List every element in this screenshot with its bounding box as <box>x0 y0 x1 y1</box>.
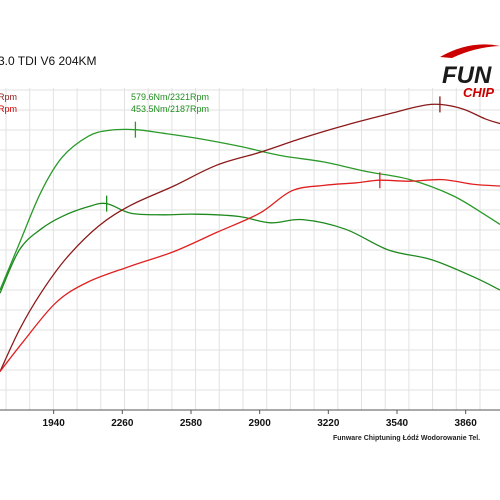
x-tick-label: 3540 <box>386 418 409 429</box>
x-tick-label: 1940 <box>43 418 66 429</box>
line-power-tuned <box>0 103 500 372</box>
x-tick-labels: 1940 2260 2580 2900 3220 3540 3860 <box>43 410 478 429</box>
x-tick-label: 2900 <box>249 418 272 429</box>
logo-main-text: FUN <box>442 62 492 89</box>
footer-credit: Funware Chiptuning Łódź Wodorowanie Tel. <box>333 435 480 442</box>
x-tick-label: 3860 <box>455 418 478 429</box>
line-torque-stock <box>0 202 500 294</box>
logo-swoosh <box>440 44 500 58</box>
grid <box>0 88 500 411</box>
legend-label-stock-power: Rpm <box>0 104 17 114</box>
x-tick-label: 3220 <box>317 418 340 429</box>
line-torque-tuned <box>0 128 500 291</box>
line-power-stock <box>0 178 500 372</box>
logo-sub-text: CHIP <box>463 85 494 100</box>
annotation-tuned-torque: 579.6Nm/2321Rpm <box>131 92 209 102</box>
x-tick-label: 2260 <box>111 418 134 429</box>
annotation-stock-torque: 453.5Nm/2187Rpm <box>131 104 209 114</box>
brand-logo: FUN CHIP <box>440 44 500 100</box>
x-tick-label: 2580 <box>180 418 203 429</box>
peak-markers <box>106 96 441 212</box>
chart-title: 3.0 TDI V6 204KM <box>0 54 97 68</box>
series-lines <box>0 103 500 372</box>
legend-label-tuned-power: Rpm <box>0 92 17 102</box>
